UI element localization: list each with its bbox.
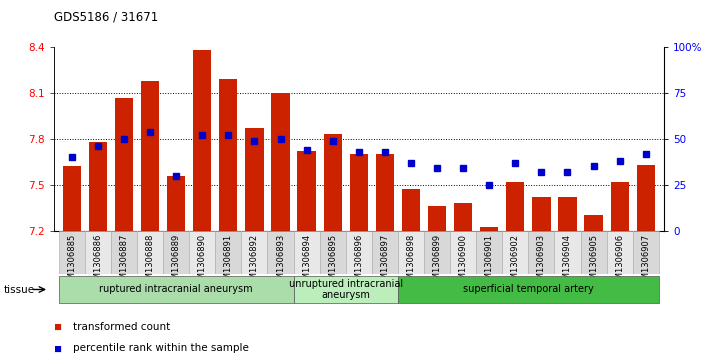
Bar [189, 231, 216, 274]
Bar [528, 231, 555, 274]
Text: ◾: ◾ [54, 322, 61, 332]
Bar [480, 228, 498, 231]
Bar [271, 93, 290, 231]
Bar [63, 166, 81, 231]
Text: GSM1306899: GSM1306899 [433, 234, 441, 290]
Text: GSM1306906: GSM1306906 [615, 234, 624, 290]
Bar [555, 231, 580, 274]
Bar [85, 231, 111, 274]
Bar [376, 154, 394, 231]
Text: GSM1306904: GSM1306904 [563, 234, 572, 290]
Bar [246, 128, 263, 231]
Bar [372, 231, 398, 274]
Bar [219, 79, 238, 231]
Bar [585, 215, 603, 231]
Bar [241, 231, 268, 274]
Bar [398, 231, 424, 274]
Bar [137, 231, 163, 274]
Text: GSM1306891: GSM1306891 [224, 234, 233, 290]
Bar [115, 98, 133, 231]
Text: GSM1306903: GSM1306903 [537, 234, 546, 290]
Text: GSM1306896: GSM1306896 [354, 234, 363, 290]
Bar [428, 206, 446, 231]
Bar [424, 231, 450, 274]
Bar [402, 189, 420, 231]
Bar [454, 203, 472, 231]
Bar [610, 182, 629, 231]
Bar [346, 231, 372, 274]
Bar [450, 231, 476, 274]
Bar [89, 142, 107, 231]
Bar [268, 231, 293, 274]
Bar [558, 197, 577, 231]
Bar [506, 182, 525, 231]
Text: ruptured intracranial aneurysm: ruptured intracranial aneurysm [99, 285, 253, 294]
Text: GSM1306890: GSM1306890 [198, 234, 207, 290]
Text: ◾: ◾ [54, 343, 61, 354]
Text: unruptured intracranial
aneurysm: unruptured intracranial aneurysm [288, 279, 403, 300]
Text: GSM1306886: GSM1306886 [94, 234, 102, 290]
Text: GSM1306885: GSM1306885 [67, 234, 76, 290]
Text: GSM1306902: GSM1306902 [511, 234, 520, 290]
Bar [398, 276, 659, 303]
Text: superficial temporal artery: superficial temporal artery [463, 285, 594, 294]
Bar [323, 134, 342, 231]
Text: GSM1306900: GSM1306900 [458, 234, 468, 290]
Bar [633, 231, 659, 274]
Text: GSM1306901: GSM1306901 [485, 234, 493, 290]
Text: GDS5186 / 31671: GDS5186 / 31671 [54, 11, 158, 24]
Bar [141, 81, 159, 231]
Text: GSM1306897: GSM1306897 [381, 234, 389, 290]
Bar [502, 231, 528, 274]
Bar [293, 276, 398, 303]
Bar [580, 231, 607, 274]
Text: tissue: tissue [4, 285, 35, 295]
Bar [193, 50, 211, 231]
Text: GSM1306898: GSM1306898 [406, 234, 416, 290]
Bar [293, 231, 320, 274]
Text: GSM1306889: GSM1306889 [171, 234, 181, 290]
Text: GSM1306888: GSM1306888 [146, 234, 154, 290]
Text: GSM1306895: GSM1306895 [328, 234, 337, 290]
Bar [111, 231, 137, 274]
Text: GSM1306894: GSM1306894 [302, 234, 311, 290]
Bar [59, 276, 293, 303]
Text: GSM1306887: GSM1306887 [119, 234, 129, 290]
Text: GSM1306892: GSM1306892 [250, 234, 259, 290]
Bar [298, 151, 316, 231]
Bar [532, 197, 550, 231]
Text: GSM1306905: GSM1306905 [589, 234, 598, 290]
Bar [350, 154, 368, 231]
Bar [637, 165, 655, 231]
Bar [607, 231, 633, 274]
Bar [59, 231, 85, 274]
Text: GSM1306907: GSM1306907 [641, 234, 650, 290]
Text: transformed count: transformed count [73, 322, 170, 332]
Bar [476, 231, 502, 274]
Text: GSM1306893: GSM1306893 [276, 234, 285, 290]
Bar [167, 176, 186, 231]
Text: percentile rank within the sample: percentile rank within the sample [73, 343, 248, 354]
Bar [163, 231, 189, 274]
Bar [320, 231, 346, 274]
Bar [216, 231, 241, 274]
